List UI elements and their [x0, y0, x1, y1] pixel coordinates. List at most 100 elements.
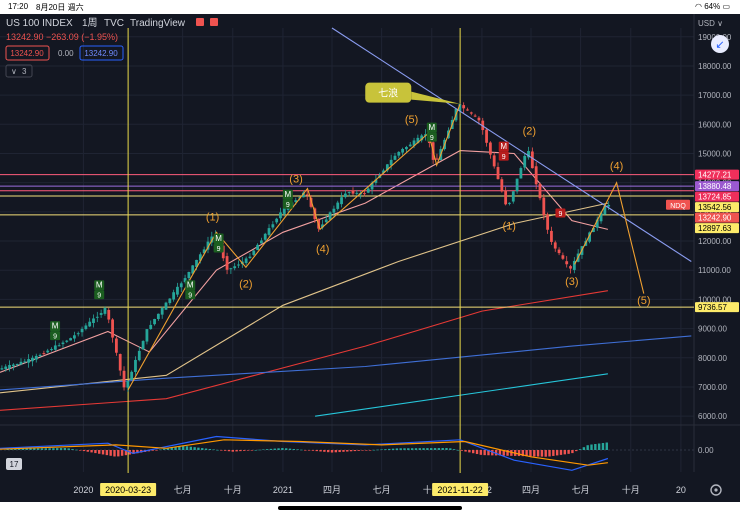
macd-bar	[601, 443, 605, 450]
indicators-toggle[interactable]: 3	[22, 67, 27, 76]
trend-line	[331, 27, 692, 262]
moving-average-line	[0, 202, 609, 394]
candle-body	[569, 266, 572, 269]
macd-bar	[510, 450, 513, 456]
signal-marker: M9	[426, 122, 437, 142]
macd-bar	[475, 450, 479, 455]
macd-bar	[25, 448, 28, 450]
signal-marker-kind: M	[428, 123, 435, 132]
macd-bar	[330, 450, 334, 453]
macd-bar	[29, 448, 32, 450]
candle-body	[176, 286, 179, 295]
candle-body	[401, 148, 405, 153]
macd-bar	[494, 450, 498, 456]
status-date: 8月20日 週六	[36, 3, 84, 12]
gear-icon[interactable]	[710, 484, 722, 496]
candle-body	[183, 278, 187, 283]
price-axis-tick: 16000.00	[698, 120, 732, 129]
sell-button-box[interactable]	[5, 45, 50, 61]
fullscreen-button-bg[interactable]	[711, 35, 729, 53]
macd-bar	[208, 448, 212, 450]
macd-bar	[212, 449, 215, 451]
signal-marker-box	[213, 233, 224, 244]
macd-bar	[227, 450, 231, 452]
candle-body	[607, 204, 611, 207]
chart-area[interactable]: M 9 M 9 M 9 M 9 M 9 M 9 M 9 9 (1) (2) (3) (4) (5) (1) (2) (3)(…	[0, 14, 740, 502]
candle-body	[130, 371, 134, 380]
buy-button-box[interactable]	[79, 45, 124, 61]
signal-marker-box	[426, 122, 437, 133]
candle-body	[31, 357, 34, 362]
candle-body	[172, 292, 176, 300]
macd-bar	[361, 450, 364, 451]
candle-body	[500, 179, 504, 192]
candle-body	[134, 359, 137, 372]
indicators-toggle-box[interactable]	[5, 64, 33, 78]
signal-marker-count: 9	[188, 293, 192, 300]
time-axis-tick: 七月	[373, 485, 391, 495]
moving-average-line	[0, 290, 608, 411]
chart-svg[interactable]: M9M9M9M9M9M9M99(1)(2)(3)(4)(5)(1)(2)(3)(…	[0, 14, 740, 502]
macd-bar	[193, 447, 196, 450]
candle-body	[469, 112, 473, 114]
candle-body	[137, 350, 141, 361]
signal-marker-count-box	[498, 151, 509, 161]
price-label-box	[695, 191, 739, 202]
macd-bar	[555, 450, 559, 456]
buy-button[interactable]: 13242.90	[84, 49, 118, 58]
macd-bar	[403, 448, 406, 450]
time-axis-tick: 20	[676, 485, 686, 495]
macd-bar	[151, 450, 154, 451]
candle-body	[324, 219, 328, 223]
macd-bar	[449, 448, 452, 450]
macd-bar	[342, 450, 345, 452]
callout-pointer	[411, 91, 461, 104]
moving-average-line	[315, 373, 608, 417]
price-label-box	[695, 202, 739, 213]
candle-body	[412, 140, 416, 146]
candle-body	[107, 309, 111, 320]
trend-line	[574, 181, 645, 294]
macd-bar	[426, 448, 429, 450]
macd-bar	[563, 450, 566, 455]
status-dot-icon	[196, 18, 204, 26]
macd-bar	[365, 450, 368, 451]
candle-body	[458, 104, 462, 111]
collapse-arrows-icon[interactable]: ↙	[715, 39, 724, 51]
currency-selector[interactable]: USD ∨	[698, 19, 723, 28]
candle-body	[370, 182, 374, 190]
wave-label: (5)	[637, 295, 650, 307]
candle-body	[69, 338, 72, 341]
price-label-box	[695, 223, 739, 234]
signal-marker-kind: M	[96, 281, 103, 290]
macd-bar	[181, 445, 185, 450]
moving-average-line	[0, 150, 609, 373]
wave-label: (2)	[523, 126, 536, 138]
macd-bar	[174, 446, 177, 450]
candle-body	[599, 212, 603, 222]
signal-marker-count-box	[213, 243, 224, 253]
signal-marker-kind: M	[215, 234, 222, 243]
macd-bar	[594, 444, 597, 450]
macd-bar	[254, 449, 257, 451]
candle-body	[225, 256, 229, 270]
candle-body	[309, 197, 313, 207]
signal-marker: M9	[213, 233, 224, 253]
signal-marker-count-box	[282, 199, 293, 209]
home-indicator[interactable]	[278, 506, 462, 510]
time-marker-label: 2020-03-23	[105, 485, 151, 495]
macd-bar	[326, 450, 330, 453]
candle-body	[382, 170, 385, 174]
sell-button[interactable]: 13242.90	[10, 49, 44, 58]
candle-body	[557, 249, 561, 254]
candle-body	[252, 250, 256, 255]
price-axis-tick: 8000.00	[698, 354, 727, 363]
signal-marker-box	[498, 141, 509, 152]
candle-body	[343, 193, 347, 198]
macd-bar	[334, 450, 338, 453]
macd-bar	[315, 450, 318, 452]
macd-bar	[40, 448, 44, 450]
macd-bar	[243, 450, 246, 451]
price-label-box	[695, 212, 739, 223]
macd-bar	[445, 447, 448, 450]
